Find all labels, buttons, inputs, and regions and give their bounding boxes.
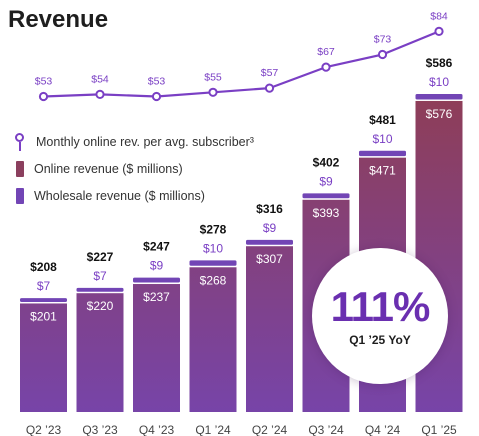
- total-value-label: $316: [256, 202, 283, 216]
- total-value-label: $208: [30, 260, 57, 274]
- x-tick-label: Q1 ’24: [195, 423, 231, 436]
- legend-item-wholesale: Wholesale revenue ($ millions): [14, 182, 254, 209]
- online-swatch-icon: [16, 160, 24, 177]
- online-value-label: $201: [30, 309, 57, 323]
- yoy-callout: 111% Q1 ’25 YoY: [312, 248, 448, 384]
- online-bar: [20, 303, 67, 412]
- wholesale-value-label: $7: [93, 269, 107, 283]
- online-bar: [133, 284, 180, 412]
- line-value-label: $67: [317, 46, 335, 58]
- online-bar: [76, 293, 124, 412]
- line-point: [38, 91, 49, 102]
- line-value-label: $73: [374, 34, 392, 46]
- line-value-label: $53: [148, 76, 166, 88]
- yoy-growth-label: Q1 ’25 YoY: [349, 333, 411, 347]
- wholesale-bar: [20, 298, 67, 302]
- online-value-label: $268: [200, 273, 227, 287]
- legend-label-online: Online revenue ($ millions): [34, 161, 183, 176]
- legend-label-line: Monthly online rev. per avg. subscriber³: [36, 134, 254, 149]
- wholesale-bar: [76, 287, 124, 292]
- line-point: [151, 91, 162, 102]
- x-tick-label: Q2 ’23: [26, 423, 62, 436]
- total-value-label: $247: [143, 240, 170, 254]
- legend-item-online: Online revenue ($ millions): [14, 155, 254, 182]
- online-value-label: $471: [369, 164, 396, 178]
- wholesale-value-label: $10: [203, 241, 223, 255]
- online-value-label: $307: [256, 252, 283, 266]
- wholesale-value-label: $10: [372, 132, 392, 146]
- line-value-label: $55: [204, 71, 222, 83]
- online-bar: [189, 267, 237, 412]
- chart-title: Revenue: [8, 6, 109, 33]
- total-value-label: $402: [313, 155, 340, 169]
- total-value-label: $481: [369, 113, 396, 127]
- online-value-label: $237: [143, 290, 170, 304]
- x-tick-label: Q4 ’23: [139, 423, 175, 436]
- total-value-label: $278: [200, 222, 227, 236]
- wholesale-bar: [246, 239, 293, 245]
- wholesale-value-label: $9: [150, 259, 164, 273]
- wholesale-value-label: $9: [263, 221, 277, 235]
- line-value-label: $57: [261, 67, 279, 79]
- line-point: [264, 83, 275, 93]
- total-value-label: $227: [87, 250, 114, 264]
- wholesale-bar: [415, 94, 463, 100]
- legend: Monthly online rev. per avg. subscriber³…: [14, 128, 254, 209]
- line-value-label: $84: [430, 10, 448, 22]
- wholesale-value-label: $10: [429, 75, 449, 89]
- online-value-label: $393: [313, 206, 340, 220]
- x-tick-label: Q3 ’23: [82, 423, 118, 436]
- subscriber-revenue-line: [43, 30, 440, 98]
- wholesale-value-label: $7: [37, 279, 51, 293]
- wholesale-bar: [359, 150, 406, 157]
- online-value-label: $576: [426, 107, 453, 121]
- line-point: [321, 62, 331, 72]
- wholesale-bar: [133, 277, 180, 283]
- line-point: [95, 89, 105, 100]
- legend-item-line: Monthly online rev. per avg. subscriber³: [14, 128, 254, 155]
- line-point: [377, 49, 388, 60]
- online-value-label: $220: [87, 299, 114, 313]
- x-tick-label: Q1 ’25: [421, 423, 457, 436]
- legend-label-wholesale: Wholesale revenue ($ millions): [34, 188, 205, 203]
- wholesale-bar: [189, 260, 237, 266]
- x-tick-label: Q4 ’24: [365, 423, 401, 436]
- total-value-label: $586: [426, 56, 453, 70]
- x-tick-label: Q2 ’24: [252, 423, 288, 436]
- line-value-label: $53: [35, 76, 53, 88]
- line-marker-icon: [14, 132, 26, 151]
- wholesale-swatch-icon: [16, 187, 24, 204]
- line-value-label: $54: [91, 73, 109, 85]
- yoy-growth-value: 111%: [330, 283, 431, 330]
- online-bar: [246, 246, 293, 412]
- x-tick-label: Q3 ’24: [308, 423, 344, 436]
- wholesale-bar: [302, 193, 350, 199]
- wholesale-value-label: $9: [319, 174, 333, 188]
- line-point: [208, 87, 218, 97]
- line-point: [434, 26, 444, 36]
